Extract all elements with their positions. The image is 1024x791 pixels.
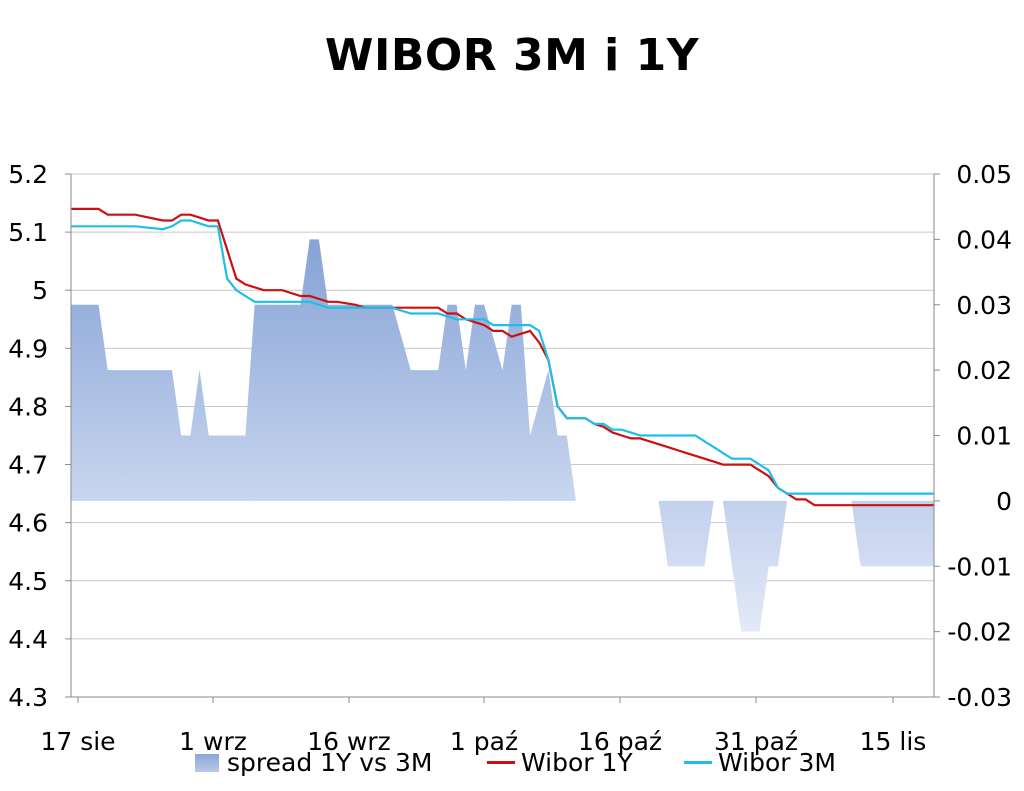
right-tick-label: -0.02 (947, 618, 1012, 647)
left-tick-label: 4.9 (8, 334, 48, 363)
right-tick-label: 0.03 (956, 291, 1012, 320)
wibor-3m-line (71, 219, 934, 495)
right-tick-label: 0.05 (956, 160, 1012, 189)
right-tick-label: -0.01 (947, 552, 1012, 581)
left-tick-label: 5.1 (8, 218, 48, 247)
legend-item-wibor-3m: Wibor 3M (684, 748, 836, 777)
x-tick-label: 15 lis (860, 727, 927, 756)
right-tick-label: 0.01 (956, 422, 1012, 451)
left-tick-label: 4.8 (8, 392, 48, 421)
right-tick-label: 0.02 (956, 356, 1012, 385)
x-tick-label: 31 paź (714, 727, 798, 756)
legend-item-wibor-1y: Wibor 1Y (487, 748, 633, 777)
legend-swatch-wibor-3m (684, 761, 712, 764)
right-tick-label: 0.04 (956, 225, 1012, 254)
right-tick-label: 0 (996, 487, 1012, 516)
legend: spread 1Y vs 3M Wibor 1Y Wibor 3M (0, 748, 1024, 788)
left-tick-label: 4.6 (8, 509, 48, 538)
legend-item-spread: spread 1Y vs 3M (195, 748, 433, 777)
x-tick-label: 17 sie (40, 727, 115, 756)
chart-title: WIBOR 3M i 1Y (324, 30, 700, 81)
x-tick-label: 16 wrz (307, 727, 391, 756)
legend-label-wibor-3m: Wibor 3M (718, 748, 836, 777)
legend-label-spread: spread 1Y vs 3M (227, 748, 433, 777)
legend-swatch-spread (195, 753, 219, 772)
left-tick-label: 4.7 (8, 451, 48, 480)
spread-area-negative (71, 500, 934, 632)
legend-label-wibor-1y: Wibor 1Y (521, 748, 633, 777)
left-tick-label: 5 (32, 276, 48, 305)
left-tick-label: 4.4 (8, 625, 48, 654)
left-tick-label: 5.2 (8, 160, 48, 189)
right-tick-label: -0.03 (947, 683, 1012, 712)
legend-swatch-wibor-1y (487, 761, 515, 764)
spread-area-positive (71, 239, 934, 501)
x-tick-label: 16 paź (578, 727, 662, 756)
x-tick-label: 1 wrz (179, 727, 247, 756)
left-tick-label: 4.3 (8, 683, 48, 712)
left-tick-label: 4.5 (8, 567, 48, 596)
x-tick-label: 1 paź (450, 727, 518, 756)
